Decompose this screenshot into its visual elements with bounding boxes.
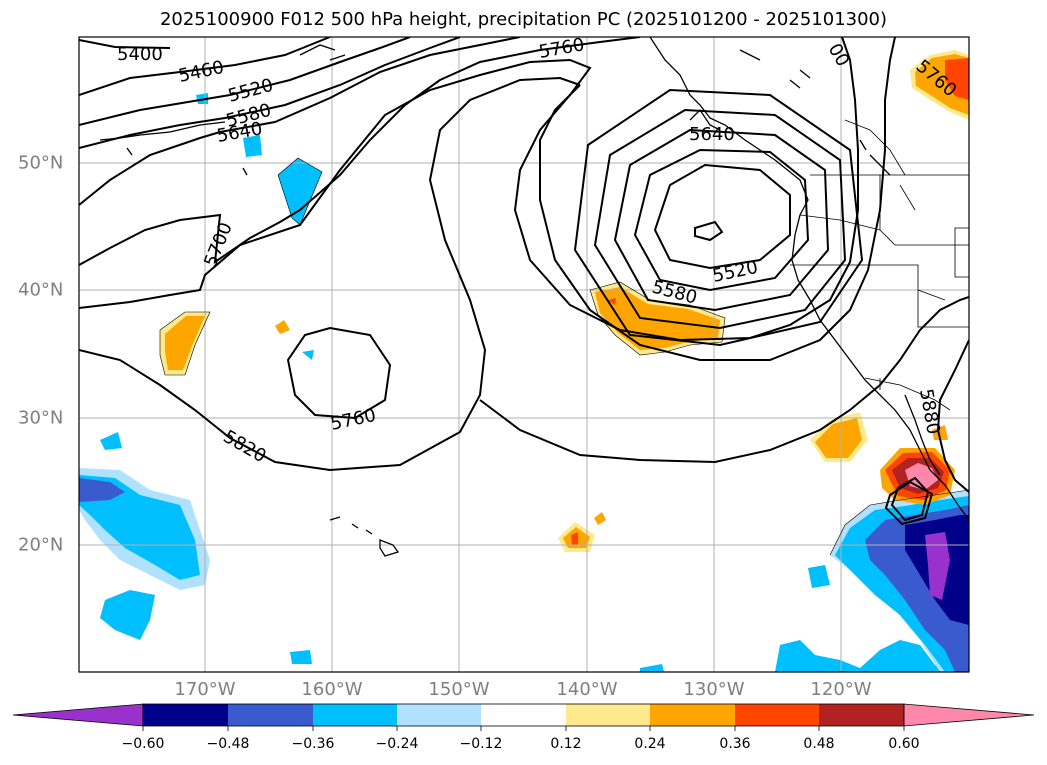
map-frame [78, 36, 970, 673]
longitude-label: 170°W [174, 679, 236, 700]
precip-negative-area [925, 532, 950, 600]
contour-5820-east [539, 37, 896, 361]
precip-negative-area [243, 135, 262, 157]
precip-negative-area [302, 350, 314, 360]
contour-5460 [79, 37, 331, 96]
height-contours [79, 37, 969, 526]
colorbar-tick-label: 0.24 [634, 736, 666, 752]
precip-positive-area [608, 298, 616, 305]
precip-positive-area [815, 418, 862, 458]
precip-positive-area [932, 425, 948, 440]
contour-low-5 [593, 108, 847, 330]
contour-label: 5760 [537, 34, 586, 63]
contour-label: 5880 [915, 387, 944, 436]
precip-negative-area [79, 475, 200, 580]
latitude-label: 20°N [18, 534, 64, 556]
graticule [79, 37, 969, 672]
colorbar-tick-label: 0.48 [803, 736, 835, 752]
contour-label: 5400 [117, 44, 163, 65]
precip-outlines [159, 157, 969, 556]
contour-low-3 [633, 148, 810, 292]
precip-negative-area [775, 640, 945, 672]
contour-5640 [79, 37, 521, 206]
contour-label: 5640 [689, 124, 735, 145]
precip-positive-area [945, 58, 969, 100]
precip-positive-area [594, 512, 606, 525]
precip-negative-area [640, 664, 664, 672]
contour-low-6 [573, 88, 864, 347]
contour-5580 [79, 37, 461, 149]
contour-small-1 [890, 476, 930, 522]
colorbar-tick-label: −0.24 [375, 736, 419, 752]
contour-label: 00 [824, 40, 854, 70]
colorbar-tick-label: 0.36 [719, 736, 751, 752]
contour-5760 [79, 37, 859, 342]
contour-label: 5760 [329, 405, 378, 435]
contour-low-4 [613, 128, 830, 312]
contour-5400 [79, 39, 171, 49]
contour-label: 5820 [220, 426, 270, 467]
longitude-label: 130°W [683, 679, 745, 700]
contour-low-1 [694, 220, 724, 242]
contour-small-2 [884, 480, 934, 526]
contour-label: 5700 [200, 220, 237, 270]
colorbar-tick-label: −0.12 [459, 736, 503, 752]
latitude-label: 30°N [18, 407, 64, 429]
contour-low-2 [653, 163, 791, 270]
precip-positive-area [275, 320, 290, 334]
contour-label: 5460 [177, 57, 226, 87]
contour-5880 [479, 296, 969, 464]
precip-positive-area [165, 316, 205, 370]
precip-negative-area [79, 478, 125, 502]
longitude-label: 120°W [810, 679, 872, 700]
precip-negative-area [100, 590, 155, 640]
contour-5760-lowcentre [286, 326, 392, 420]
precip-negative-area [100, 432, 122, 450]
precip-negative-area [290, 650, 312, 664]
precip-positive-area [571, 532, 578, 545]
colorbar-tick-label: −0.48 [206, 736, 250, 752]
map-title: 2025100900 F012 500 hPa height, precipit… [159, 9, 888, 30]
contour-5880-east [936, 339, 969, 493]
coastlines [99, 37, 969, 557]
colorbar-tick-label: −0.36 [291, 736, 335, 752]
latitude-label: 40°N [18, 279, 64, 301]
longitude-label: 160°W [301, 679, 363, 700]
precip-shading [79, 50, 969, 672]
contour-5520 [79, 37, 411, 126]
longitude-label: 150°W [428, 679, 490, 700]
contour-5700 [79, 37, 641, 266]
colorbar-tick-label: −0.60 [121, 736, 165, 752]
longitude-label: 140°W [556, 679, 618, 700]
latitude-label: 50°N [18, 152, 64, 174]
colorbar-tick-label: 0.60 [888, 736, 920, 752]
colorbar-tick-label: 0.12 [550, 736, 582, 752]
precip-negative-area [808, 565, 830, 588]
contour-5820-west [79, 76, 581, 472]
